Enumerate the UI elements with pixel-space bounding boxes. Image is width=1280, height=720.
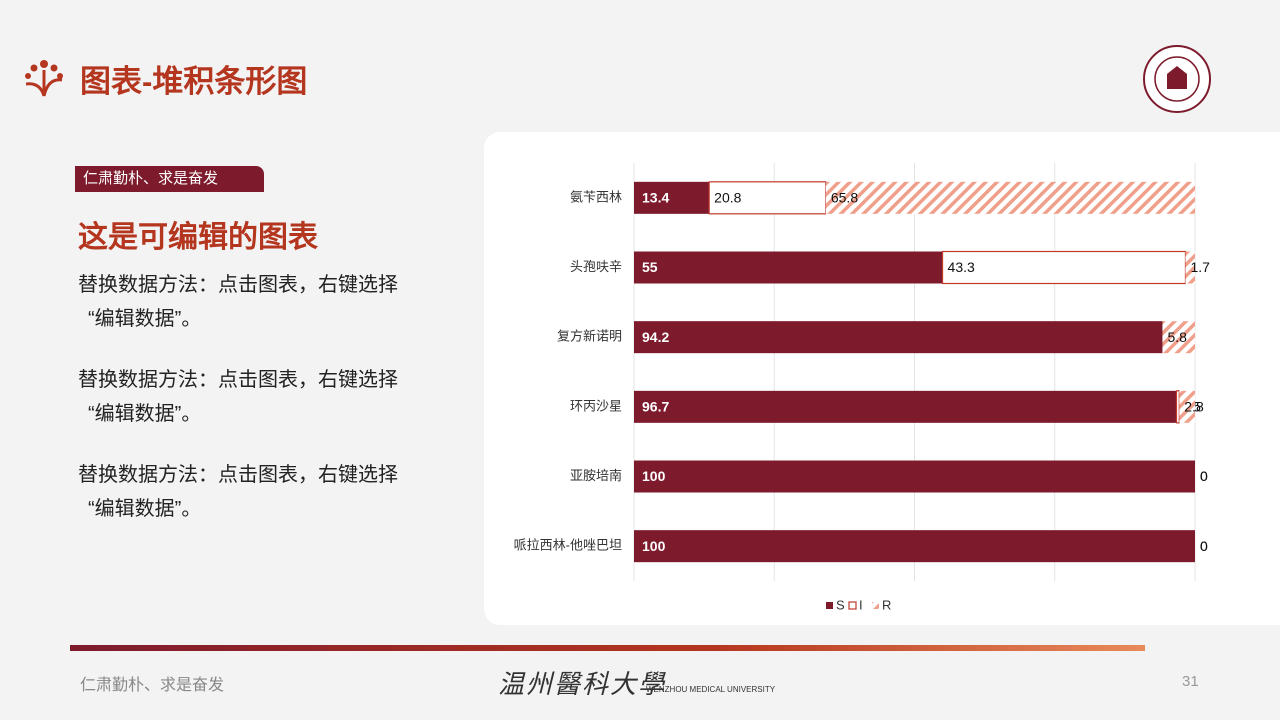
- data-label: 0: [1200, 468, 1208, 484]
- legend-swatch: [826, 602, 833, 609]
- text: 替换数据方法：点击图表，右键选择: [78, 369, 398, 391]
- data-label: 0: [1200, 538, 1208, 554]
- y-tick-label: 头孢呋辛: [570, 259, 622, 274]
- legend-swatch: [872, 602, 879, 609]
- footer-line: [70, 645, 1145, 651]
- bar-segment: [1175, 390, 1180, 424]
- header-icon: [25, 60, 63, 97]
- text: “编辑数据”。: [88, 308, 202, 330]
- data-label: 94.2: [642, 329, 669, 345]
- bar-segment: [634, 530, 1195, 563]
- page-number: 31: [1182, 673, 1199, 690]
- y-tick-label: 氨苄西林: [570, 189, 622, 204]
- data-label: 0: [1200, 538, 1208, 554]
- bar-segment: [1179, 390, 1195, 423]
- bar-segment: [1185, 251, 1195, 284]
- university-logo: [1143, 45, 1211, 113]
- data-label: 5.8: [1167, 329, 1187, 345]
- legend-swatch: [848, 601, 857, 610]
- bar-segment: [634, 251, 943, 284]
- bar-segment: [1162, 321, 1195, 354]
- data-label: 96.7: [642, 399, 669, 415]
- bar-segment: [634, 181, 710, 214]
- bar-segment: [708, 181, 827, 215]
- data-label: 100: [642, 538, 666, 554]
- legend-label: I: [859, 597, 863, 612]
- paragraph: 替换数据方法：点击图表，右键选择 “编辑数据”。: [78, 363, 398, 431]
- chart: 氨苄西林 13.4 20.8 65.8 头孢呋辛 55 43.3 1.7 复方新诺明 94.2 0 5…: [514, 163, 1210, 612]
- text: 替换数据方法：点击图表，右键选择: [78, 464, 398, 486]
- data-label: 2.8: [1184, 399, 1204, 415]
- slide-title: 图表-堆积条形图: [80, 64, 308, 99]
- university-name: 温州醫科大學: [498, 670, 667, 699]
- paragraph: 替换数据方法：点击图表，右键选择 “编辑数据”。: [78, 268, 398, 336]
- data-label: 100: [642, 468, 666, 484]
- text: “编辑数据”。: [88, 498, 202, 520]
- text: “编辑数据”。: [88, 403, 202, 425]
- y-tick-label: 哌拉西林-他唑巴坦: [514, 538, 622, 553]
- legend-label: R: [882, 597, 891, 612]
- data-label: 1.7: [1190, 259, 1210, 275]
- heading: 这是可编辑的图表: [78, 221, 318, 254]
- bar-segment: [941, 250, 1187, 285]
- legend-label: S: [836, 597, 845, 612]
- bar-segment: [634, 390, 1177, 423]
- data-label: 43.3: [948, 259, 975, 275]
- bar-segment: [634, 321, 1163, 354]
- data-label: 13.4: [642, 190, 669, 206]
- footer-motto: 仁肃勤朴、求是奋发: [80, 677, 225, 694]
- data-label: 65.8: [831, 190, 858, 206]
- data-label: 0: [1200, 468, 1208, 484]
- data-label: 55: [642, 259, 658, 275]
- text: 替换数据方法：点击图表，右键选择: [78, 274, 398, 296]
- bar-segment: [825, 181, 1195, 214]
- y-tick-label: 复方新诺明: [557, 329, 622, 344]
- tag: 仁肃勤朴、求是奋发: [75, 166, 264, 192]
- y-tick-label: 亚胺培南: [570, 468, 622, 483]
- university-name-en: WENZHOU MEDICAL UNIVERSITY: [646, 685, 776, 694]
- y-tick-label: 环丙沙星: [570, 398, 622, 413]
- data-label: 20.8: [714, 190, 741, 206]
- paragraph: 替换数据方法：点击图表，右键选择 “编辑数据”。: [78, 458, 398, 526]
- bar-segment: [634, 460, 1195, 493]
